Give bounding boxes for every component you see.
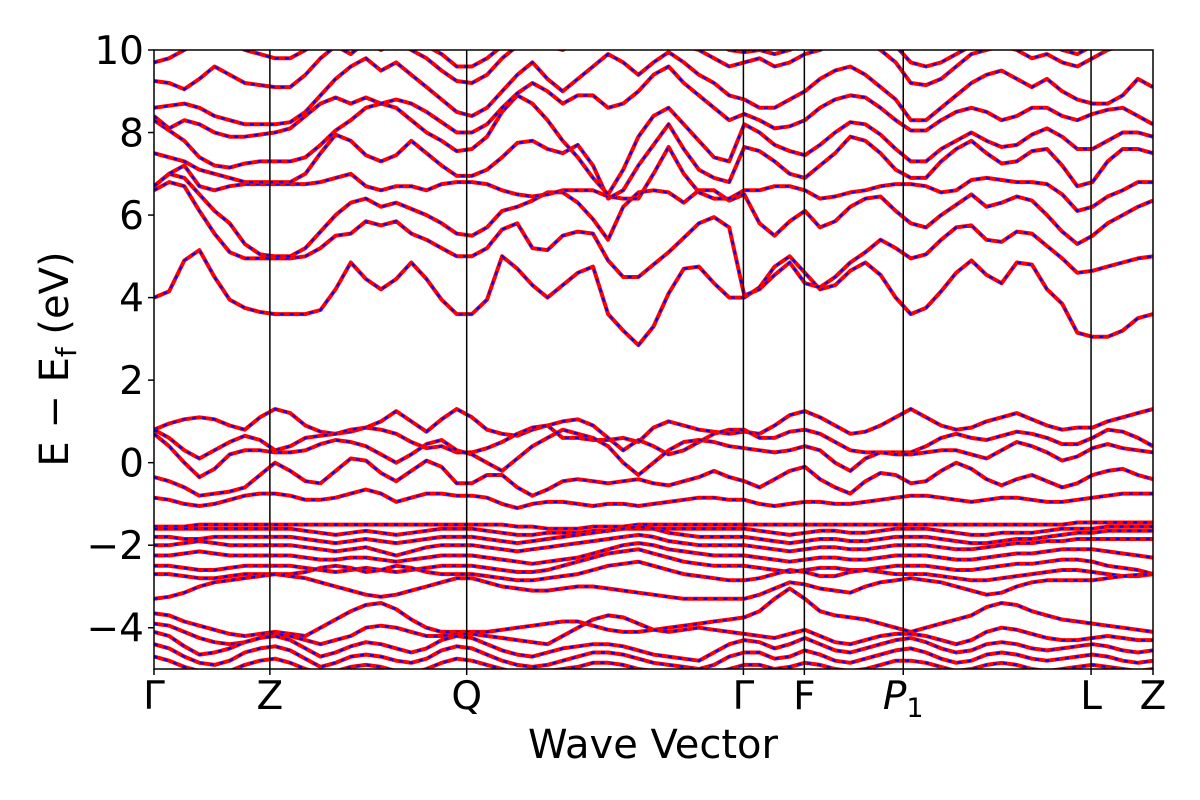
band-12-solid xyxy=(154,417,1153,461)
x-tick-label: Γ xyxy=(143,674,165,719)
x-tick-label: Γ xyxy=(733,674,755,719)
band-8-solid xyxy=(154,50,1153,127)
band-28-dashed xyxy=(154,655,1153,669)
x-tick-label: Z xyxy=(1140,674,1167,719)
band-15-dashed xyxy=(154,488,1153,510)
high-symmetry-lines xyxy=(269,50,1092,669)
band-2-dashed xyxy=(154,180,1153,298)
band-4-dashed xyxy=(154,144,1153,213)
band-11-dashed xyxy=(154,407,1153,444)
x-axis-ticks: Γ Z Q Γ F P1 L Z xyxy=(143,669,1166,724)
y-tick-label: −4 xyxy=(87,607,145,652)
band-27-dashed xyxy=(154,643,1153,669)
band-16-dashed xyxy=(154,521,1153,530)
band-6-dashed xyxy=(154,94,1153,197)
x-tick-label: Q xyxy=(451,674,482,719)
band-5-dashed xyxy=(154,122,1153,201)
x-tick-label: Z xyxy=(257,674,284,719)
band-1-dashed xyxy=(154,248,1153,347)
band-7-dashed xyxy=(154,65,1153,138)
plot-frame xyxy=(153,49,1154,670)
y-axis-ticks: −4 −2 0 2 4 6 8 10 xyxy=(87,29,154,652)
x-tick-label: F xyxy=(793,674,815,719)
band-21-dashed xyxy=(154,548,1153,576)
band-14-dashed xyxy=(154,457,1153,497)
band-5-solid xyxy=(154,122,1153,201)
y-tick-label: −2 xyxy=(87,524,145,569)
x-axis-title: Wave Vector xyxy=(528,722,779,768)
band-3-solid xyxy=(154,171,1153,259)
band-18-dashed xyxy=(154,525,1153,545)
y-tick-label: 10 xyxy=(94,29,144,74)
band-3-dashed xyxy=(154,172,1153,258)
band-25-dashed xyxy=(154,614,1153,646)
y-tick-label: 8 xyxy=(119,112,144,157)
x-tick-label: L xyxy=(1080,674,1102,719)
band-9-dashed xyxy=(154,50,1112,91)
band-23-dashed xyxy=(154,572,1153,600)
band-lines xyxy=(154,50,1153,669)
band-19-dashed xyxy=(154,533,1153,557)
band-26-solid xyxy=(154,629,1153,663)
band-20-solid xyxy=(154,541,1153,566)
band-22-dashed xyxy=(154,560,1153,582)
band-8-dashed xyxy=(154,50,1153,126)
x-tick-label: P1 xyxy=(883,674,924,724)
band-13-dashed xyxy=(154,428,1153,479)
y-tick-label: 6 xyxy=(119,194,144,239)
y-tick-label: 4 xyxy=(119,277,144,322)
y-tick-label: 2 xyxy=(119,359,144,404)
y-tick-label: 0 xyxy=(119,442,144,487)
y-axis-title: E − Ef (eV) xyxy=(32,251,83,466)
